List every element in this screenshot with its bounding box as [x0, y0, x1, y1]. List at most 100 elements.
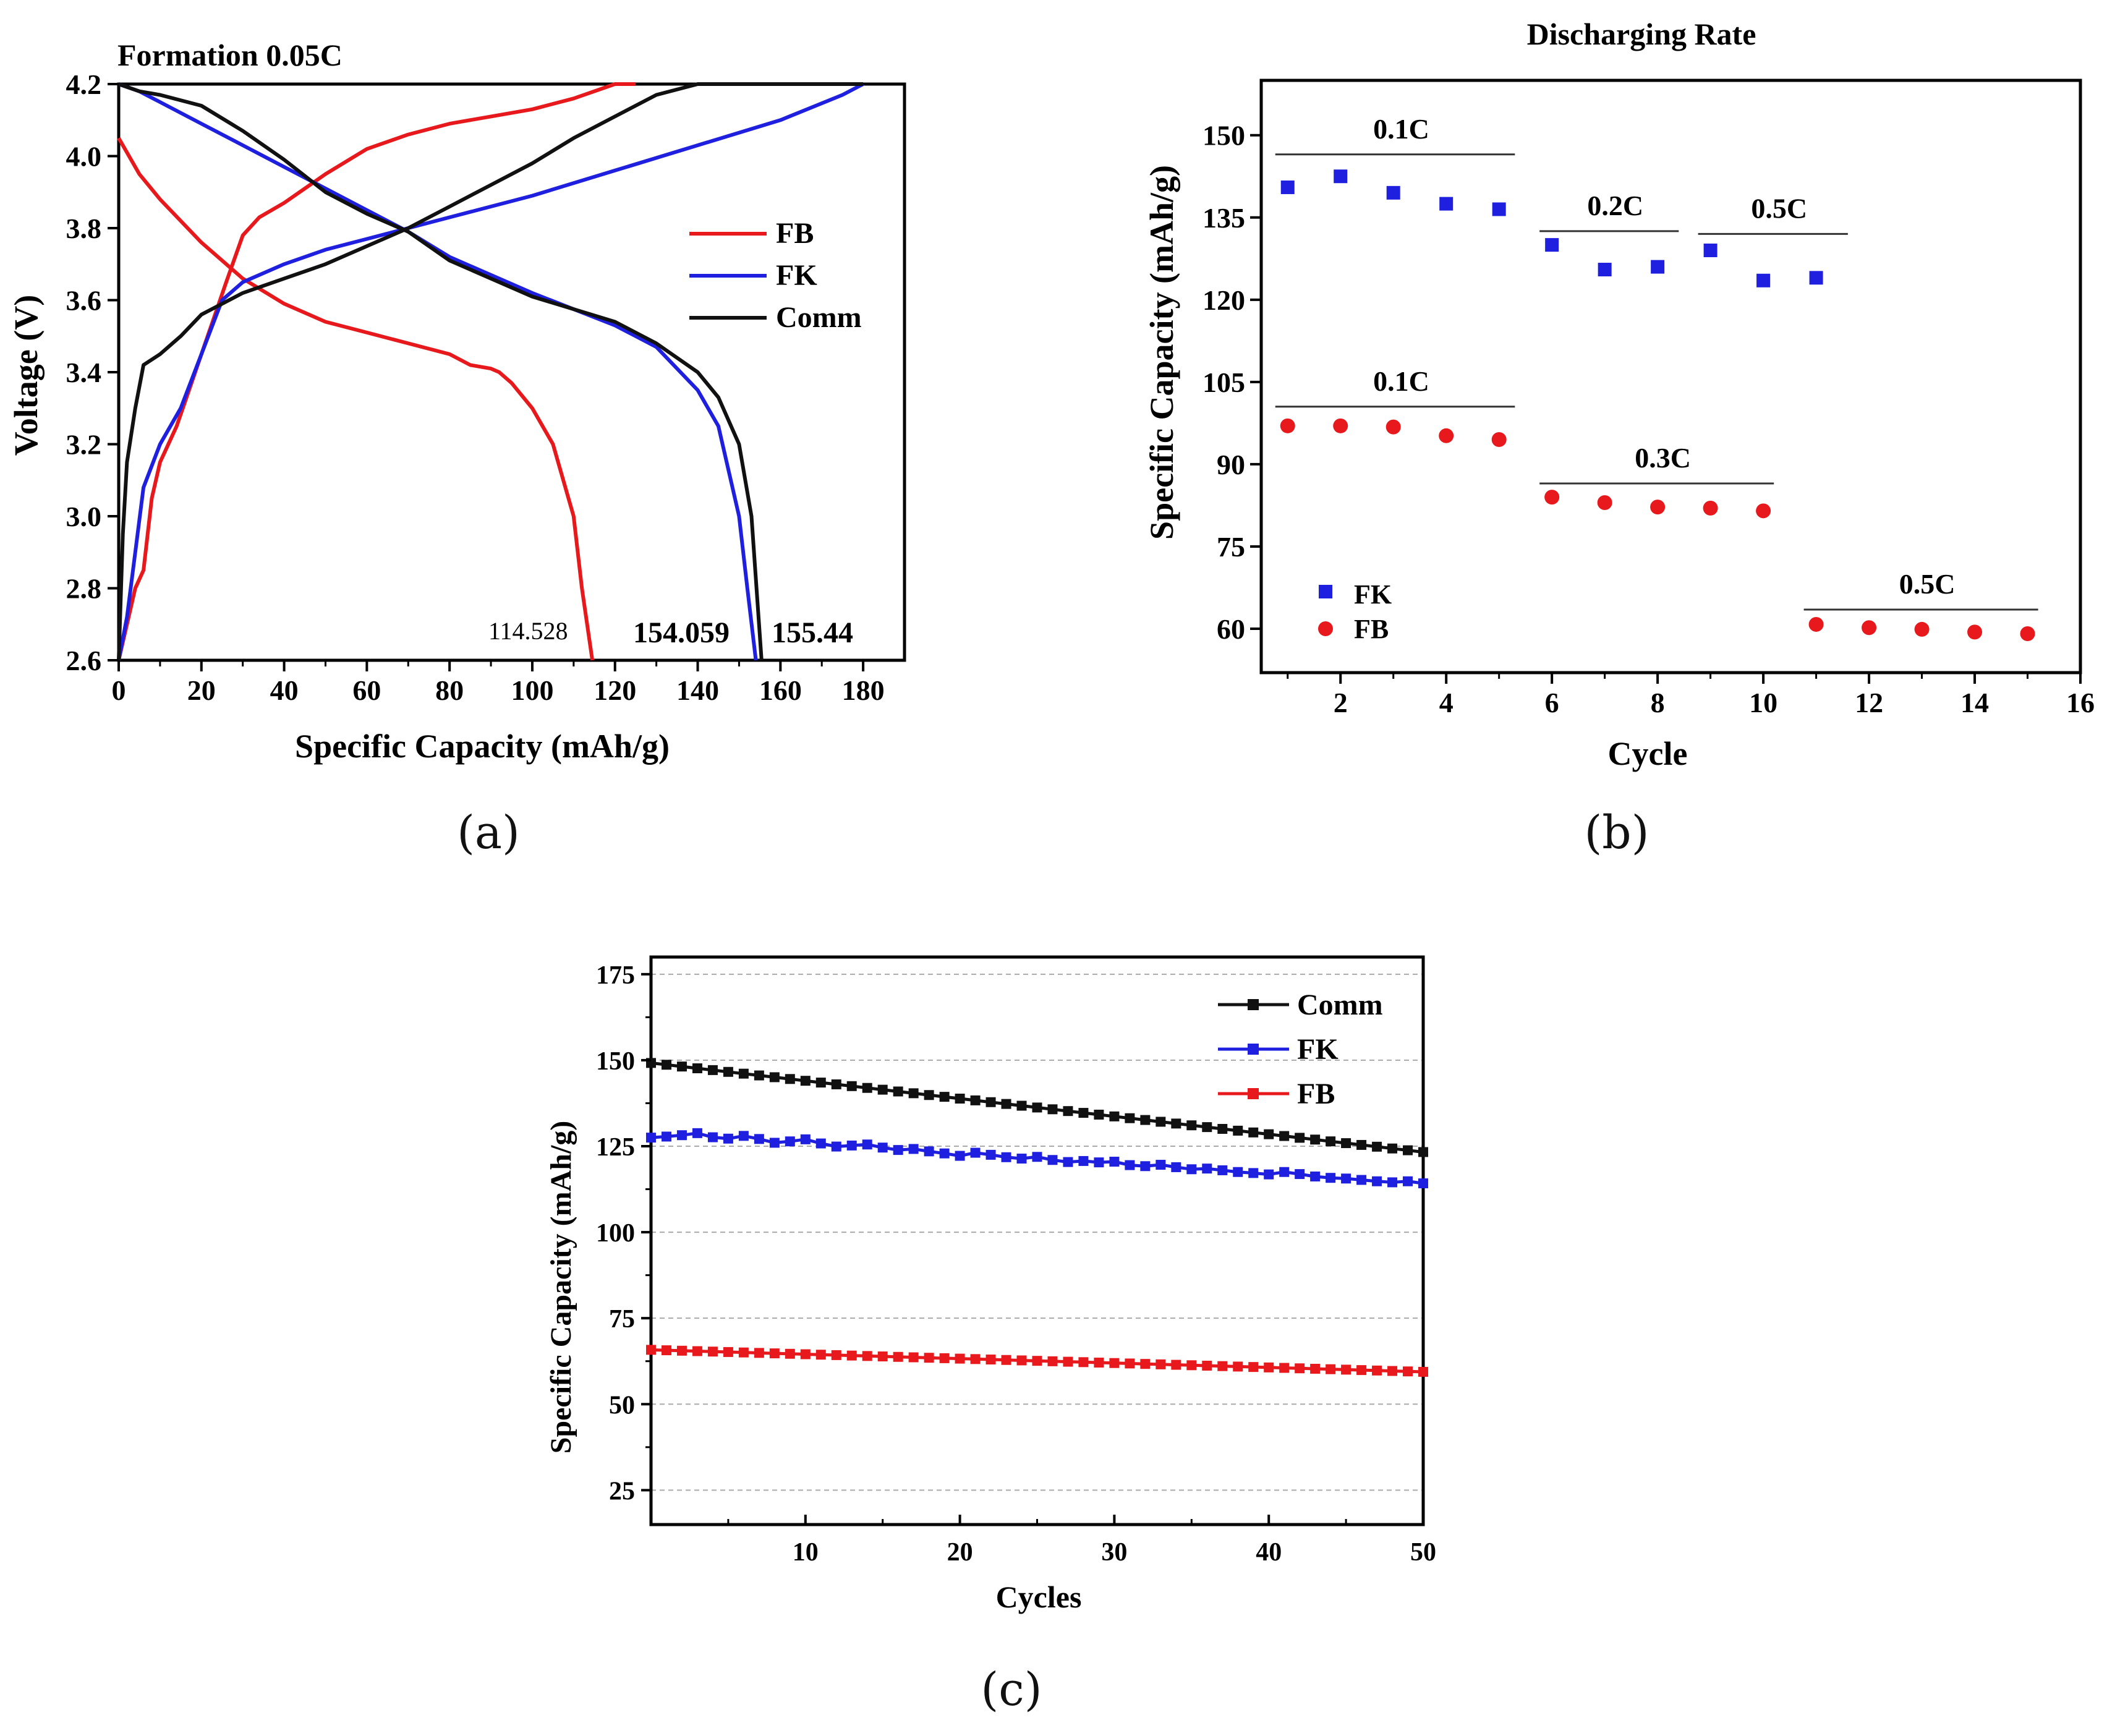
x-tick-label: 60 — [352, 674, 381, 706]
point-fk — [1094, 1157, 1104, 1168]
y-tick-label: 60 — [1217, 613, 1245, 645]
panel-b-legend: FK FB — [1318, 579, 1392, 644]
point-comm — [738, 1068, 749, 1079]
x-tick-label: 40 — [1256, 1538, 1282, 1567]
point-comm — [970, 1095, 981, 1105]
x-tick-label: 14 — [1960, 687, 1989, 718]
point-fb — [676, 1345, 687, 1356]
point-fb — [1016, 1355, 1027, 1366]
point-fb — [1808, 616, 1824, 632]
point-fk — [831, 1141, 841, 1152]
x-tick-label: 100 — [511, 674, 553, 706]
y-tick-label: 3.0 — [66, 501, 102, 532]
point-fk — [1279, 1167, 1290, 1177]
point-fk — [862, 1139, 872, 1150]
point-fk — [785, 1136, 795, 1147]
point-comm — [769, 1072, 780, 1083]
point-fb — [908, 1352, 919, 1363]
y-tick-label: 4.0 — [66, 141, 102, 172]
x-tick-label: 8 — [1651, 687, 1665, 718]
x-tick-label: 10 — [1749, 687, 1777, 718]
y-tick-label: 3.8 — [66, 213, 102, 244]
panel-b-y-ticks: 60 75 90 105 120 135 150 — [1202, 120, 1261, 645]
point-comm — [723, 1066, 733, 1077]
point-comm — [908, 1088, 919, 1099]
point-fb — [1544, 490, 1560, 505]
point-comm — [1156, 1117, 1166, 1127]
point-fk — [1295, 1169, 1305, 1180]
point-comm — [1063, 1106, 1073, 1117]
point-fb — [1703, 500, 1718, 516]
x-tick-label: 4 — [1439, 687, 1454, 718]
y-tick-label: 175 — [596, 961, 635, 990]
point-fb — [862, 1351, 872, 1361]
point-fb — [1403, 1366, 1413, 1377]
point-comm — [1264, 1129, 1274, 1139]
point-comm — [1032, 1102, 1042, 1113]
point-fk — [1756, 273, 1771, 287]
point-fk — [1651, 260, 1665, 274]
point-fk — [985, 1149, 996, 1160]
point-fb — [1094, 1358, 1104, 1368]
point-fk — [1341, 1173, 1351, 1184]
series-line-fk-charge — [117, 82, 864, 661]
series-line-fb-charge — [117, 82, 636, 661]
panel-a-x-label: Specific Capacity (mAh/g) — [295, 728, 670, 765]
x-tick-label: 180 — [842, 674, 885, 706]
point-comm — [1202, 1122, 1212, 1133]
x-tick-label: 6 — [1545, 687, 1559, 718]
point-fk — [815, 1138, 826, 1149]
y-tick-label: 75 — [1217, 531, 1245, 563]
point-fk — [939, 1148, 950, 1159]
point-comm — [1418, 1147, 1428, 1157]
point-fb — [661, 1345, 671, 1356]
panel-b-plot-area — [1259, 79, 2082, 674]
point-comm — [1372, 1141, 1382, 1152]
point-comm — [661, 1060, 671, 1070]
point-fk — [1372, 1176, 1382, 1186]
y-tick-label: 3.6 — [66, 285, 102, 317]
point-fb — [1217, 1361, 1228, 1371]
point-comm — [1341, 1138, 1351, 1149]
point-fk — [970, 1147, 981, 1158]
legend-fb-marker — [1248, 1088, 1259, 1099]
point-fb — [2020, 626, 2035, 642]
point-fb — [1387, 1366, 1398, 1376]
point-fk — [1809, 271, 1823, 285]
y-tick-label: 120 — [1202, 284, 1245, 316]
panel-c-y-label: Specific Capacity (mAh/g) — [545, 1121, 577, 1454]
point-comm — [1094, 1109, 1104, 1120]
point-fb — [1233, 1361, 1243, 1372]
point-fk — [893, 1145, 903, 1155]
point-fb — [1140, 1359, 1151, 1369]
point-fb — [1341, 1364, 1351, 1375]
panel-c-series — [646, 1058, 1428, 1377]
point-comm — [676, 1062, 687, 1072]
y-tick-label: 135 — [1202, 202, 1245, 234]
x-tick-label: 0 — [112, 674, 126, 706]
point-comm — [707, 1065, 718, 1075]
point-comm — [754, 1070, 764, 1081]
point-fk — [754, 1134, 764, 1144]
panel-b-rate-labels: 0.1C 0.2C 0.5C 0.1C 0.3C 0.5C — [1275, 113, 2038, 611]
point-comm — [1295, 1133, 1305, 1143]
point-fb — [1202, 1361, 1212, 1371]
point-fb — [800, 1349, 811, 1359]
point-fb — [1491, 432, 1507, 448]
point-fb — [1109, 1358, 1120, 1368]
point-fb — [1356, 1365, 1367, 1376]
point-fk — [1217, 1165, 1228, 1175]
point-fk — [1202, 1164, 1212, 1174]
series-line-comm-discharge — [118, 82, 764, 661]
point-fb — [1439, 428, 1454, 443]
point-fk — [1186, 1164, 1197, 1175]
point-fb — [1310, 1363, 1321, 1374]
panel-c-label: (c) — [981, 1663, 1042, 1716]
x-tick-label: 20 — [187, 674, 216, 706]
point-fb — [769, 1348, 780, 1359]
point-fb — [738, 1347, 749, 1358]
point-fk — [676, 1130, 687, 1141]
panel-c: 10 20 30 40 50 25 50 75 100 125 150 175 Comm FK FB… — [545, 955, 1436, 1716]
point-fb — [955, 1353, 965, 1364]
y-tick-label: 25 — [609, 1477, 635, 1505]
